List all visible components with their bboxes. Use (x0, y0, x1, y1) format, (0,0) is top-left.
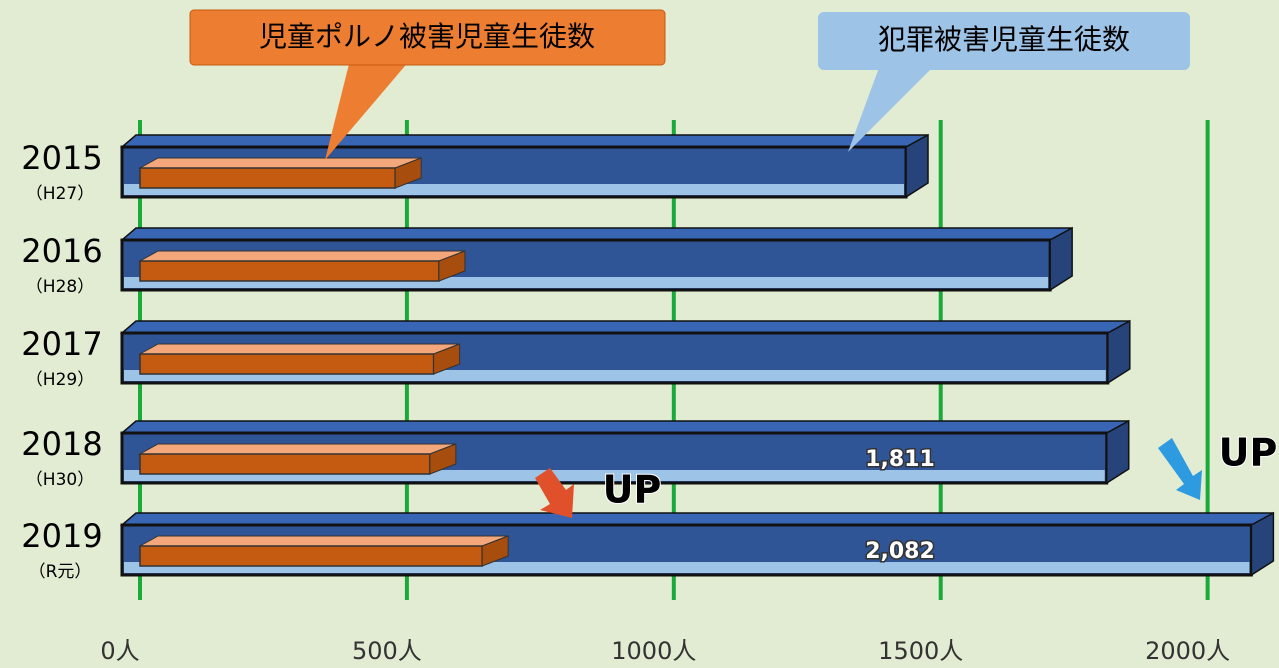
bar-top (140, 444, 456, 454)
chart: 0人 500人 1000人 1500人 2000人 2015 （H27） 2016 （H28）… (0, 0, 1279, 668)
y-tick-label: 2016 (21, 232, 102, 270)
bar (140, 168, 395, 188)
y-tick-label: 2018 (21, 425, 102, 463)
x-tick-label: 0人 (100, 637, 139, 665)
bar (140, 354, 434, 374)
bar-top (140, 536, 508, 546)
bar-top (122, 228, 1072, 240)
bar-top (140, 251, 465, 261)
y-tick-label: 2015 (21, 139, 102, 177)
y-tick-sublabel: （H30） (26, 470, 94, 490)
annotation: UP (1219, 431, 1278, 475)
y-tick-sublabel: （H27） (26, 184, 94, 204)
x-tick-label: 1500人 (878, 637, 963, 665)
x-tick-label: 2000人 (1145, 637, 1230, 665)
bar-top (122, 321, 1130, 333)
data-label: 1,811 (865, 447, 935, 472)
bar-top (122, 513, 1273, 525)
bar-top (122, 421, 1129, 433)
legend-label: 犯罪被害児童生徒数 (878, 23, 1130, 56)
bar (140, 454, 430, 474)
bar-top (140, 158, 421, 168)
y-tick-label: 2019 (21, 517, 102, 555)
annotation: UP (603, 468, 662, 512)
data-label: 2,082 (865, 539, 935, 564)
bar-top (122, 135, 928, 147)
x-tick-label: 500人 (352, 637, 422, 665)
y-tick-sublabel: （R元） (29, 562, 92, 582)
bar-top (140, 344, 460, 354)
bar (140, 546, 482, 566)
y-tick-label: 2017 (21, 325, 102, 363)
bar (140, 261, 439, 281)
y-tick-sublabel: （H28） (26, 277, 94, 297)
y-tick-sublabel: （H29） (26, 370, 94, 390)
x-tick-label: 1000人 (611, 637, 696, 665)
legend-label: 児童ポルノ被害児童生徒数 (259, 20, 595, 53)
